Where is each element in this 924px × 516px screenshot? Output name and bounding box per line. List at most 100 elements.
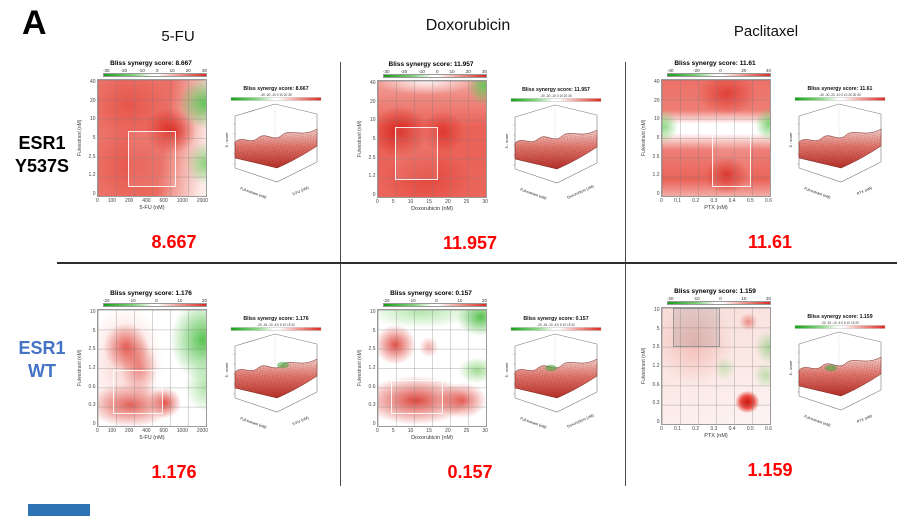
x-axis-label: 5-FU (nM)	[139, 205, 165, 211]
tick-label: -30	[383, 69, 390, 74]
colorbar-tick-labels: -20 -10 0 10 20	[103, 298, 207, 303]
x-axis-label: Doxorubicin (nM)	[411, 206, 453, 212]
tick-label: 0	[372, 420, 376, 427]
surface-mesh-art	[796, 103, 882, 183]
tick-label: 0.3	[710, 426, 718, 432]
z-axis-label: δ - score	[789, 133, 793, 148]
tick-label: -10	[693, 296, 700, 301]
tick-label: 15	[426, 199, 432, 205]
column-divider-line	[340, 62, 342, 486]
tick-label: 25	[463, 428, 470, 434]
tick-label: 40	[765, 68, 771, 73]
tick-label: 2.5	[652, 344, 660, 351]
y-axis-label: Fulvestrant (nM)	[357, 120, 363, 158]
colorbar-tick-labels-3d: -20 -15 -10 -5 0 5 10 15 20	[821, 321, 859, 325]
z-axis-label: δ - score	[225, 133, 229, 148]
tick-label: 100	[107, 198, 117, 204]
x-axis-label: Doxorubicin (nM)	[411, 435, 453, 441]
panel-letter: A	[22, 4, 47, 42]
surface-plot: Bliss synergy score: 1.176 -20 -15 -10 -…	[222, 312, 326, 444]
tick-label: 0	[92, 190, 96, 197]
tick-label: -20	[383, 298, 390, 303]
synergy-colorbar-3d	[230, 327, 322, 331]
surface-plot: Bliss synergy score: 0.157 -20 -15 -10 -…	[502, 312, 606, 444]
tick-label: 0.3	[710, 198, 718, 204]
x-axis-tick-labels: 0 0.1 0.2 0.3 0.4 0.5 0.6	[660, 426, 772, 432]
surface-plot: Bliss synergy score: 8.667 -30 -20 -10 0…	[222, 82, 326, 214]
tick-label: 10	[89, 309, 96, 315]
cropped-next-panel-fragment	[28, 504, 90, 516]
contour-plot: Bliss synergy score: 8.667 -30 -20 -10 0 10 2…	[76, 60, 218, 211]
synergy-score-value: 11.957	[442, 233, 498, 253]
z-axis-label: δ - score	[505, 363, 509, 378]
tick-label: -10	[418, 69, 425, 74]
column-header-doxorubicin: Doxorubicin	[425, 17, 511, 34]
y-axis-label: Fulvestrant (nM)	[77, 349, 83, 387]
tick-label: 25	[463, 199, 470, 205]
tick-label: 0.4	[728, 198, 736, 204]
tick-label: 10	[407, 199, 414, 205]
x-axis-tick-labels: 0 100 200 400 600 1000 2000	[96, 198, 208, 204]
y-axis-tick-labels: 40 20 10 5 2.5 1.2 0	[648, 79, 661, 197]
y-axis-label-3d: Fulvestrant (nM)	[804, 186, 832, 199]
tick-label: 0	[660, 426, 663, 432]
tick-label: 10	[169, 68, 175, 73]
tick-label: -20	[667, 296, 674, 301]
row-label-line1: ESR1	[18, 338, 66, 358]
x-axis-label: 5-FU (nM)	[139, 435, 165, 441]
tick-label: 600	[159, 428, 168, 434]
surface-plot: Bliss synergy score: 1.159 -20 -15 -10 -…	[786, 310, 890, 442]
x-axis-label: PTX (nM)	[704, 433, 728, 439]
y-axis-tick-labels: 40 20 10 5 2.5 1.2 0	[84, 79, 97, 197]
z-axis-label: δ - score	[505, 134, 509, 149]
tick-label: 20	[445, 199, 451, 205]
tick-label: 20	[185, 68, 191, 73]
y-axis-tick-labels: 40 20 10 5 2.5 1.2 0	[364, 80, 377, 198]
bliss-score-title: Bliss synergy score: 1.176	[110, 290, 192, 297]
tick-label: 5	[391, 428, 395, 434]
tick-label: 100	[107, 428, 117, 434]
tick-label: 30	[481, 69, 487, 74]
surface-mesh-art	[232, 103, 318, 183]
tick-label: 0	[155, 298, 158, 303]
tick-label: 0	[719, 68, 722, 73]
tick-label: 20	[465, 69, 471, 74]
x-axis-label-3d: Doxorubicin (nM)	[567, 184, 596, 200]
bliss-score-title: Bliss synergy score: 11.957	[388, 61, 474, 68]
colorbar-tick-labels: -20 -10 0 10 20	[667, 296, 771, 301]
synergy-region-box	[672, 308, 721, 348]
synergy-panel-wt-5fu: Bliss synergy score: 1.176 -20 -10 0 10 20 F…	[76, 290, 324, 490]
synergy-region-box	[128, 131, 176, 187]
row-label-line1: ESR1	[18, 133, 66, 153]
antagonism-spot	[277, 361, 289, 369]
synergy-panel-wt-doxorubicin: Bliss synergy score: 0.157 -20 -10 0 10 20 F…	[356, 290, 604, 490]
tick-label: -20	[120, 68, 128, 73]
synergy-region-box	[395, 127, 439, 180]
column-header-paclitaxel: Paclitaxel	[733, 23, 799, 40]
tick-label: 0.2	[692, 198, 700, 204]
synergy-colorbar	[103, 73, 207, 77]
tick-label: -20	[103, 298, 110, 303]
contour-plot: Bliss synergy score: 1.176 -20 -10 0 10 20 F…	[76, 290, 218, 441]
tick-label: 10	[741, 296, 747, 301]
tick-label: 10	[369, 117, 376, 124]
tick-label: 1.2	[88, 172, 96, 179]
plot-gridlines	[98, 80, 206, 196]
bliss-score-title-3d: Bliss synergy score: 11.61	[808, 86, 873, 92]
y-axis-label-3d: Fulvestrant (nM)	[520, 187, 548, 200]
tick-label: 30	[482, 428, 488, 434]
dose-response-heatmap	[661, 307, 771, 425]
tick-label: 5	[656, 325, 660, 332]
y-axis-label: Fulvestrant (nM)	[77, 119, 83, 157]
surface-mesh-art	[512, 333, 598, 413]
bliss-score-title-3d: Bliss synergy score: 11.957	[522, 87, 590, 93]
tick-label: 1.2	[652, 172, 660, 179]
colorbar-tick-labels: -30 -20 -10 0 10 20 30	[383, 69, 487, 74]
contour-plot: Bliss synergy score: 1.159 -20 -10 0 10 20 F…	[640, 288, 782, 439]
x-axis-label-3d: 5-FU (nM)	[292, 415, 310, 426]
antagonism-spot	[545, 364, 557, 372]
tick-label: -30	[103, 68, 110, 73]
tick-label: 2000	[196, 198, 208, 204]
bliss-score-title-3d: Bliss synergy score: 1.159	[807, 314, 872, 320]
tick-label: 5	[391, 199, 395, 205]
